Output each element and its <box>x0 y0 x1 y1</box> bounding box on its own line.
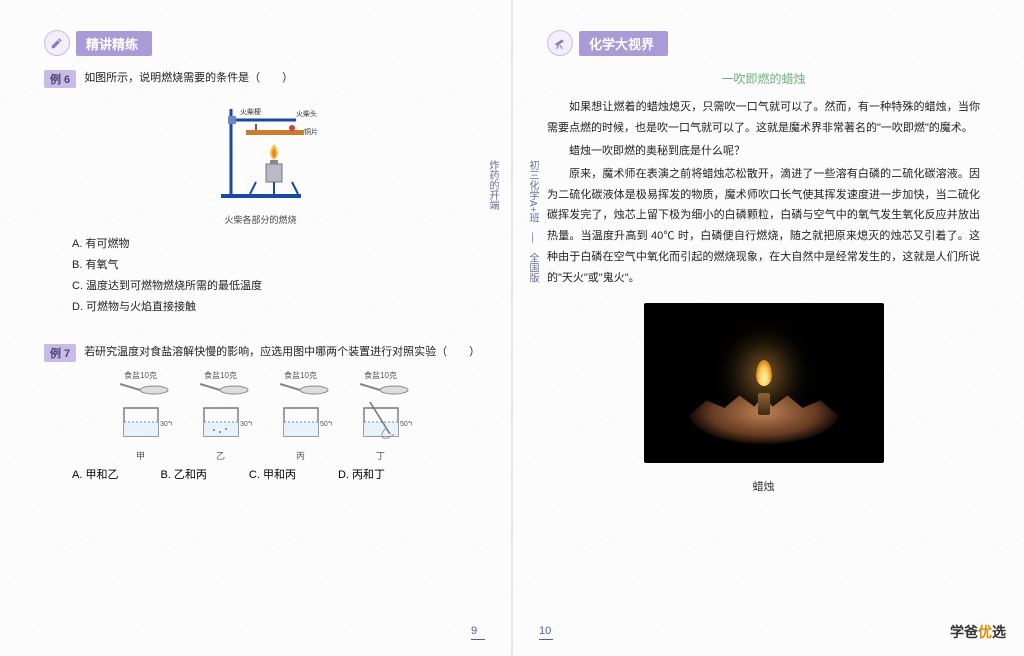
spine-right: 初三化学A+班 — 全国版 <box>521 160 543 283</box>
candle-caption: 蜡烛 <box>547 478 980 494</box>
telescope-icon <box>547 30 573 56</box>
section-header-left: 精讲精练 <box>44 30 477 56</box>
page-left: 精讲精练 例 6 如图所示，说明燃烧需要的条件是（ ） <box>0 0 511 656</box>
beaker-1: 食盐10克 30℃ 甲 <box>110 370 172 462</box>
article-title: 一吹即燃的蜡烛 <box>547 70 980 87</box>
ex7-opt-b: B. 乙和丙 <box>160 466 206 482</box>
fig-label-3: 铜片 <box>304 127 318 136</box>
ex7-tag: 例 7 <box>44 344 76 362</box>
ex6-opt-a: A. 有可燃物 <box>72 234 477 255</box>
section-header-right: 化学大视界 <box>547 30 980 56</box>
section-title-left: 精讲精练 <box>76 31 152 56</box>
ex6-stem: 如图所示，说明燃烧需要的条件是（ ） <box>84 70 293 88</box>
beaker-top-1: 食盐10克 <box>110 370 172 381</box>
svg-text:50℃: 50℃ <box>400 421 412 428</box>
example-6: 例 6 如图所示，说明燃烧需要的条件是（ ） <box>44 70 477 88</box>
example-7: 例 7 若研究温度对食盐溶解快慢的影响，应选用图中哪两个装置进行对照实验（ ） <box>44 344 477 362</box>
flame-icon <box>756 360 772 386</box>
beaker-1-name: 甲 <box>110 449 172 462</box>
beaker-top-3: 食盐10克 <box>270 370 332 381</box>
ex6-tag: 例 6 <box>44 70 76 88</box>
ex7-stem: 若研究温度对食盐溶解快慢的影响，应选用图中哪两个装置进行对照实验（ ） <box>84 344 477 362</box>
section-title-right: 化学大视界 <box>579 31 668 56</box>
ex6-opt-c: C. 温度达到可燃物燃烧所需的最低温度 <box>72 276 477 297</box>
ex7-opt-c: C. 甲和丙 <box>249 466 296 482</box>
paragraph-1: 如果想让燃着的蜡烛熄灭，只需吹一口气就可以了。然而，有一种特殊的蜡烛，当你需要点… <box>547 97 980 139</box>
ex6-opt-d: D. 可燃物与火焰直接接触 <box>72 297 477 318</box>
candle-stick-icon <box>758 393 770 415</box>
page-spread: 精讲精练 例 6 如图所示，说明燃烧需要的条件是（ ） <box>0 0 1024 656</box>
candle-image <box>644 303 884 463</box>
svg-text:30℃: 30℃ <box>240 421 252 428</box>
ex7-figure: 食盐10克 30℃ 甲 食盐10克 <box>44 370 477 462</box>
svg-text:50℃: 50℃ <box>320 421 332 428</box>
svg-text:30℃: 30℃ <box>160 421 172 428</box>
ex7-options: A. 甲和乙 B. 乙和丙 C. 甲和丙 D. 丙和丁 <box>72 466 477 482</box>
beaker-4: 食盐10克 50℃ 丁 <box>350 370 412 462</box>
beaker-4-name: 丁 <box>350 449 412 462</box>
paragraph-3: 原来，魔术师在表演之前将蜡烛芯松散开，滴进了一些溶有白磷的二硫化碳溶液。因为二硫… <box>547 164 980 289</box>
page-number-left: 9 <box>471 625 485 640</box>
beaker-2: 食盐10克 30℃ 乙 <box>190 370 252 462</box>
ex7-opt-a: A. 甲和乙 <box>72 466 118 482</box>
beaker-3: 食盐10克 50℃ 丙 <box>270 370 332 462</box>
pencil-icon <box>44 30 70 56</box>
fig-label-2: 火柴头 <box>296 109 317 118</box>
ex7-opt-d: D. 丙和丁 <box>338 466 385 482</box>
page-number-right: 10 <box>539 625 553 640</box>
beaker-3-name: 丙 <box>270 449 332 462</box>
ex6-opt-b: B. 有氧气 <box>72 255 477 276</box>
candle-figure: 蜡烛 <box>547 303 980 494</box>
article-body: 如果想让燃着的蜡烛熄灭，只需吹一口气就可以了。然而，有一种特殊的蜡烛，当你需要点… <box>547 97 980 289</box>
page-right: 化学大视界 一吹即燃的蜡烛 如果想让燃着的蜡烛熄灭，只需吹一口气就可以了。然而，… <box>513 0 1024 656</box>
fig-label-1: 火柴梗 <box>240 107 261 116</box>
beaker-top-4: 食盐10克 <box>350 370 412 381</box>
beaker-top-2: 食盐10克 <box>190 370 252 381</box>
paragraph-2: 蜡烛一吹即燃的奥秘到底是什么呢？ <box>547 141 980 162</box>
ex6-figure: 火柴梗 火柴头 铜片 <box>44 94 477 209</box>
spine-left: 炸药的开端 <box>481 160 503 210</box>
ex6-fig-caption: 火柴各部分的燃烧 <box>44 213 477 226</box>
ex6-options: A. 有可燃物 B. 有氧气 C. 温度达到可燃物燃烧所需的最低温度 D. 可燃… <box>72 234 477 318</box>
beaker-2-name: 乙 <box>190 449 252 462</box>
